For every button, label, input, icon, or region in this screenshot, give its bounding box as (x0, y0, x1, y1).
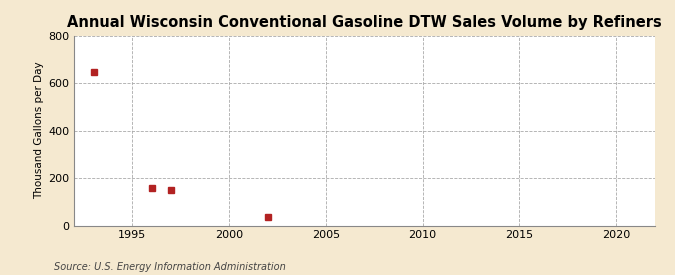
Title: Annual Wisconsin Conventional Gasoline DTW Sales Volume by Refiners: Annual Wisconsin Conventional Gasoline D… (67, 15, 662, 31)
Text: Source: U.S. Energy Information Administration: Source: U.S. Energy Information Administ… (54, 262, 286, 272)
Y-axis label: Thousand Gallons per Day: Thousand Gallons per Day (34, 62, 44, 199)
